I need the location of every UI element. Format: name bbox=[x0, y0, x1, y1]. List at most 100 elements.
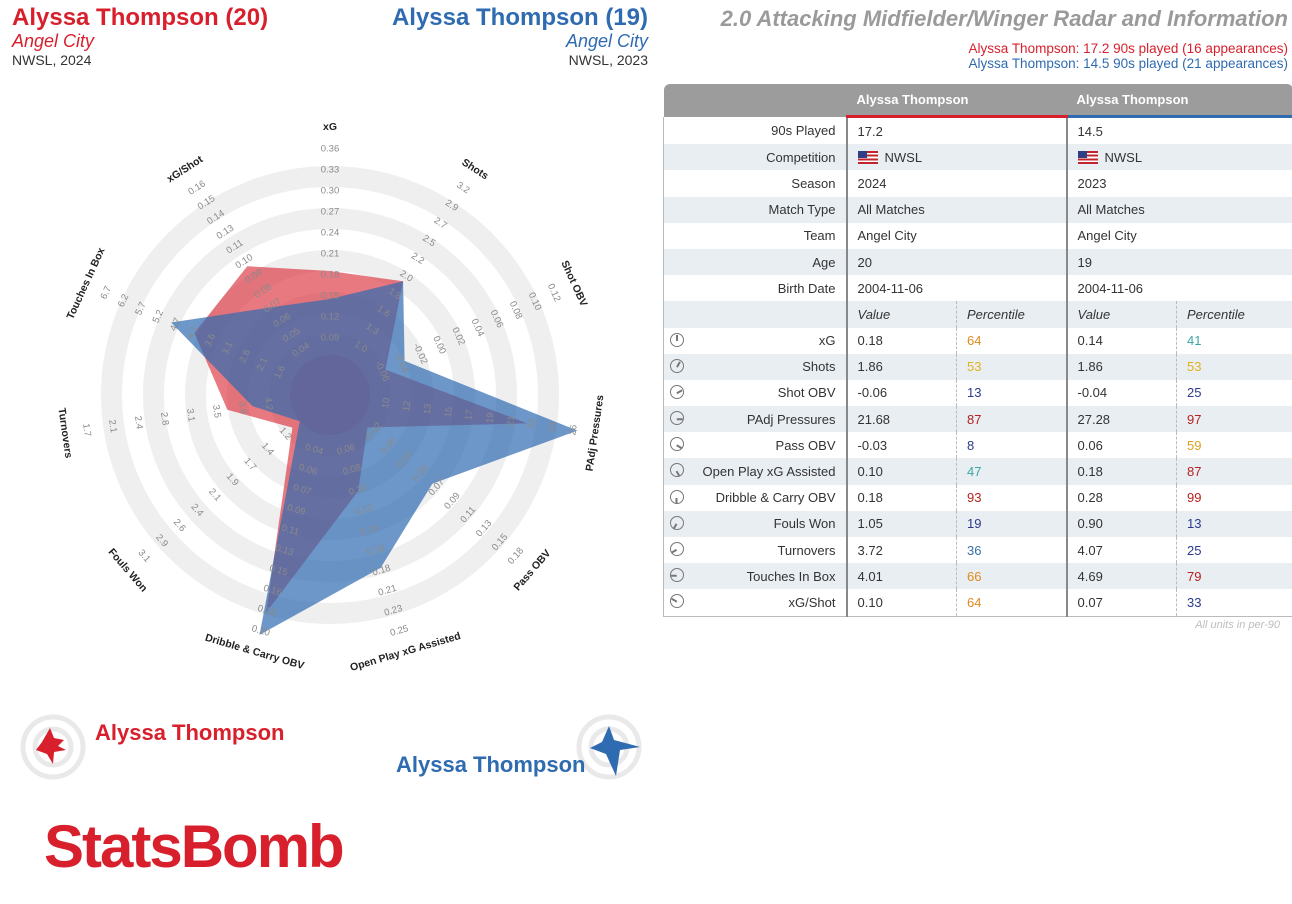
subheader-percentile-2: Percentile bbox=[1176, 301, 1292, 328]
player2-legend-icon bbox=[576, 714, 642, 780]
player1-value: NWSL bbox=[845, 144, 1067, 171]
table-row: Fouls Won 1.05 19 0.90 13 bbox=[663, 510, 1292, 537]
player2-value: 19 bbox=[1065, 248, 1292, 276]
metric-label-cell: Shot OBV bbox=[663, 379, 847, 407]
radar-tick-label: 0.14 bbox=[359, 522, 380, 538]
metric-label-cell: Pass OBV bbox=[663, 432, 847, 459]
metric-gauge-icon bbox=[670, 489, 684, 504]
player2-value: 2023 bbox=[1065, 170, 1292, 197]
radar-tick-label: 0.13 bbox=[274, 543, 295, 559]
metric-label-cell: Shots bbox=[663, 353, 847, 380]
radar-tick-label: 2.1 bbox=[255, 356, 270, 373]
table-row: PAdj Pressures 21.68 87 27.28 97 bbox=[663, 406, 1292, 433]
radar-tick-label: 3.6 bbox=[203, 332, 218, 349]
player1-metric-value: 3.72 bbox=[845, 537, 957, 564]
radar-tick-label: 4.2 bbox=[262, 397, 275, 412]
metric-gauge-icon bbox=[670, 437, 684, 452]
player2-metric-value: 0.90 bbox=[1065, 510, 1177, 537]
metric-label-cell: xG/Shot bbox=[663, 589, 847, 617]
row-label: Season bbox=[663, 170, 847, 197]
radar-tick-label: 3.2 bbox=[454, 180, 471, 196]
player1-metric-percentile: 64 bbox=[956, 589, 1067, 617]
radar-axis-label: Touches In Box bbox=[64, 246, 107, 322]
radar-tick-label: 0.06 bbox=[336, 442, 357, 458]
radar-tick-label: 0.16 bbox=[365, 543, 386, 559]
metric-label-cell: Touches In Box bbox=[663, 563, 847, 590]
table-header-player1: Alyssa Thompson bbox=[846, 84, 1067, 118]
radar-tick-label: 22 bbox=[526, 418, 538, 430]
player1-metric-percentile: 47 bbox=[956, 458, 1067, 485]
table-row: Age 20 19 bbox=[663, 248, 1292, 276]
radar-tick-label: 0.09 bbox=[286, 502, 307, 518]
player2-metric-value: 0.28 bbox=[1065, 484, 1177, 511]
table-row: Turnovers 3.72 36 4.07 25 bbox=[663, 537, 1292, 564]
us-flag-icon bbox=[857, 150, 878, 164]
player1-metric-value: 0.18 bbox=[845, 327, 957, 354]
metric-gauge-icon bbox=[670, 332, 684, 347]
player2-metric-value: 27.28 bbox=[1065, 406, 1177, 433]
player2-team: Angel City bbox=[565, 31, 648, 51]
player2-metric-percentile: 13 bbox=[1176, 510, 1292, 537]
radar-tick-label: 1.7 bbox=[80, 423, 93, 438]
radar-tick-label: 4.7 bbox=[168, 316, 183, 333]
player1-metric-value: 0.10 bbox=[845, 458, 957, 485]
table-header-player2: Alyssa Thompson bbox=[1066, 84, 1292, 118]
radar-ring bbox=[101, 166, 559, 624]
metric-gauge-icon bbox=[670, 384, 684, 399]
metric-label-cell: xG bbox=[663, 327, 847, 354]
subheader-value-1: Value bbox=[845, 301, 957, 328]
player2-minutes: Alyssa Thompson: 14.5 90s played (21 app… bbox=[968, 56, 1288, 71]
radar-tick-label: 2.8 bbox=[158, 411, 171, 426]
row-label: 90s Played bbox=[663, 116, 847, 145]
metric-label-cell: Fouls Won bbox=[663, 510, 847, 537]
metric-label-cell: Turnovers bbox=[663, 537, 847, 564]
metric-gauge-icon bbox=[670, 594, 684, 609]
radar-tick-label: 26 bbox=[567, 424, 579, 436]
metric-gauge-icon bbox=[670, 463, 684, 478]
player1-legend-label: Alyssa Thompson bbox=[95, 720, 285, 745]
radar-tick-label: 3.1 bbox=[136, 548, 153, 565]
page-title: 2.0 Attacking Midfielder/Winger Radar an… bbox=[720, 6, 1288, 31]
radar-center bbox=[290, 355, 370, 435]
radar-tick-label: 0.33 bbox=[321, 165, 340, 176]
player1-metric-percentile: 66 bbox=[956, 563, 1067, 590]
player1-metric-value: 21.68 bbox=[845, 406, 957, 433]
radar-axis-label: xG bbox=[323, 121, 337, 133]
radar-tick-label: 0.12 bbox=[321, 312, 340, 323]
radar-tick-label: 0.36 bbox=[321, 144, 340, 155]
player1-name: Alyssa Thompson (20) bbox=[12, 4, 269, 31]
radar-tick-label: 13 bbox=[422, 403, 434, 415]
statsbomb-logo: StatsBomb bbox=[44, 813, 345, 880]
player2-metric-value: 0.06 bbox=[1065, 432, 1177, 459]
radar-tick-label: 0.24 bbox=[321, 228, 340, 239]
player2-competition: NWSL, 2023 bbox=[568, 52, 648, 68]
player2-metric-percentile: 99 bbox=[1176, 484, 1292, 511]
table-row: Competition NWSL NWSL bbox=[663, 144, 1292, 171]
radar-tick-label: 0.25 bbox=[389, 623, 410, 639]
radar-tick-label: 2.4 bbox=[132, 415, 145, 430]
radar-tick-label: 24 bbox=[547, 421, 559, 433]
radar-tick-label: 0.15 bbox=[321, 291, 340, 302]
radar-axis-label: PAdj Pressures bbox=[584, 394, 607, 472]
player1-metric-value: 0.18 bbox=[845, 484, 957, 511]
player1-value: Angel City bbox=[845, 222, 1067, 249]
metric-label-cell: Open Play xG Assisted bbox=[663, 458, 847, 485]
radar-axis-label: Dribble & Carry OBV bbox=[204, 632, 306, 672]
player2-metric-value: 4.07 bbox=[1065, 537, 1177, 564]
radar-tick-label: 3.8 bbox=[236, 400, 249, 415]
player2-metric-percentile: 59 bbox=[1176, 432, 1292, 459]
radar-tick-label: 0.12 bbox=[353, 502, 374, 518]
metric-gauge-icon bbox=[670, 411, 684, 426]
radar-tick-label: 2.6 bbox=[171, 517, 188, 534]
radar-tick-label: 5.2 bbox=[151, 308, 166, 325]
player2-metric-value: 1.86 bbox=[1065, 353, 1177, 380]
radar-tick-label: 0.18 bbox=[506, 546, 526, 567]
table-row: 90s Played 17.2 14.5 bbox=[663, 116, 1292, 145]
player2-metric-percentile: 79 bbox=[1176, 563, 1292, 590]
player1-metric-value: -0.03 bbox=[845, 432, 957, 459]
player1-metric-value: 1.05 bbox=[845, 510, 957, 537]
radar-tick-label: 4.1 bbox=[185, 324, 200, 341]
radar-tick-label: 0.27 bbox=[321, 207, 340, 218]
player1-minutes: Alyssa Thompson: 17.2 90s played (16 app… bbox=[968, 41, 1288, 56]
radar-axis-label: Shot OBV bbox=[558, 259, 589, 309]
